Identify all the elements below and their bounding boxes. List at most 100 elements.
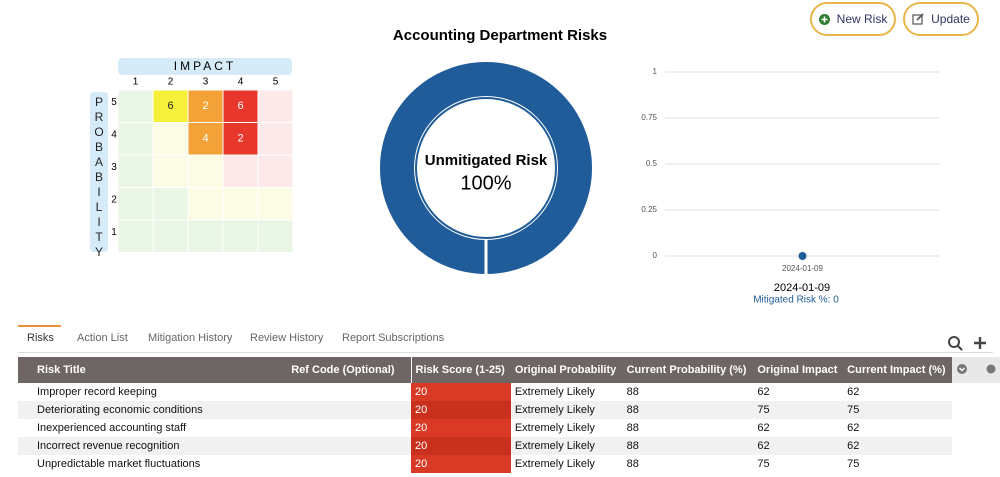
trend-date: 2024-01-09: [774, 282, 830, 294]
heatmap-cell: [223, 188, 258, 220]
update-button[interactable]: Update: [903, 2, 979, 36]
donut-inner-ring: [415, 97, 557, 239]
table-cell: 88: [622, 401, 754, 419]
column-header[interactable]: Risk Title: [18, 357, 288, 383]
table-row: Improper record keeping 20 Extremely Likel…: [18, 383, 1000, 401]
column-header[interactable]: Current Impact (%): [843, 357, 952, 383]
y-tick-label: 0: [653, 251, 658, 260]
heatmap-cell: [258, 90, 293, 122]
heatmap-cell: [118, 155, 153, 187]
heatmap-cell: [153, 155, 188, 187]
risk-score: 20: [411, 401, 511, 419]
probability-level: 4: [111, 129, 117, 140]
trend-caption: Mitigated Risk %: 0: [753, 295, 839, 306]
risk-score: 20: [411, 437, 511, 455]
table-cell: Unpredictable market fluctuations: [37, 458, 201, 470]
donut-value: 100%: [460, 172, 511, 194]
impact-level: 5: [273, 77, 279, 88]
heatmap-cell: [188, 123, 223, 155]
table-cell: [287, 455, 411, 473]
tab[interactable]: Report Subscriptions: [342, 332, 445, 344]
table-row: Deteriorating economic conditions 20 Extre…: [18, 401, 1000, 419]
active-tab-indicator: [18, 325, 61, 327]
heatmap-cell: [188, 220, 223, 252]
heatmap-cell: [188, 188, 223, 220]
table-cell: Incorrect revenue recognition: [18, 437, 288, 455]
table-cell: 62: [843, 437, 952, 455]
table-row: Incorrect revenue recognition 20 Extremely…: [18, 437, 1000, 455]
table-cell: Extremely Likely: [510, 437, 623, 455]
y-tick-label: 0.5: [646, 159, 658, 168]
table-cell: 62: [847, 386, 860, 398]
tools-cell: [951, 437, 1000, 455]
column-header[interactable]: Risk Score (1-25): [410, 357, 511, 383]
probability-level: 2: [111, 194, 117, 205]
table-cell: 88: [626, 422, 639, 434]
heatmap-cell: [223, 90, 258, 122]
table-cell: Improper record keeping: [37, 386, 157, 398]
heatmap-cell: [118, 90, 153, 122]
table-cell: 88: [622, 437, 754, 455]
tools-header: [951, 357, 1000, 383]
tab[interactable]: Action List: [77, 332, 128, 344]
heatmap-cell: [258, 188, 293, 220]
tab[interactable]: Risks: [27, 332, 54, 344]
impact-banner: [118, 58, 292, 75]
column-header[interactable]: Original Probability: [510, 357, 623, 383]
risk-score: 20: [411, 383, 511, 401]
donut-segment: [380, 62, 592, 274]
cell-count: 4: [202, 133, 208, 145]
heatmap-cell: [258, 123, 293, 155]
y-tick-label: 0.25: [641, 205, 657, 214]
heatmap-cell: [188, 155, 223, 187]
table-cell: 75: [847, 458, 860, 470]
donut-track: [380, 62, 592, 274]
add-icon[interactable]: [974, 337, 986, 349]
cell-count: 6: [237, 100, 243, 112]
heatmap-cell: [188, 90, 223, 122]
column-header[interactable]: Original Impact: [753, 357, 844, 383]
cell-count: 2: [202, 100, 208, 112]
table-cell: 62: [847, 422, 860, 434]
probability-label: PROBABILITY: [92, 95, 106, 260]
table-cell: [287, 437, 412, 455]
table-cell: 75: [757, 458, 770, 470]
heatmap-cell: [118, 220, 153, 252]
table-cell: [287, 401, 412, 419]
y-tick-label: 1: [653, 67, 658, 76]
column-header[interactable]: Current Probability (%): [622, 357, 754, 383]
search-icon[interactable]: [948, 336, 963, 351]
table-cell: [287, 419, 411, 437]
impact-level: 2: [168, 77, 174, 88]
tab-divider: [18, 352, 993, 353]
heatmap-cell: [153, 188, 188, 220]
data-point: [798, 252, 807, 260]
table-cell: Extremely Likely: [514, 458, 595, 470]
risk-score: 20: [411, 455, 511, 473]
table-cell: Inexperienced accounting staff: [37, 422, 187, 434]
table-cell: 75: [753, 401, 844, 419]
column-header[interactable]: Ref Code (Optional): [287, 357, 412, 383]
risk-score: 20: [411, 419, 511, 437]
table-cell: Extremely Likely: [510, 401, 623, 419]
impact-level: 4: [238, 77, 244, 88]
edit-icon: [912, 13, 924, 25]
heatmap-cell: [223, 220, 258, 252]
heatmap-cell: [153, 123, 188, 155]
impact-level: 1: [133, 77, 139, 88]
table-cell: 75: [843, 401, 952, 419]
button-label: New Risk: [836, 12, 888, 26]
page-title: Accounting Department Risks: [393, 27, 607, 44]
tools-cell: [951, 383, 1000, 401]
tab[interactable]: Review History: [250, 332, 324, 344]
table-cell: [287, 383, 411, 401]
table-cell: 62: [753, 437, 844, 455]
donut-label: Unmitigated Risk: [425, 152, 548, 169]
tab[interactable]: Mitigation History: [148, 332, 233, 344]
impact-level: 3: [203, 77, 209, 88]
heatmap-cell: [118, 188, 153, 220]
table-cell: 88: [626, 458, 639, 470]
new-risk-button[interactable]: New Risk: [810, 2, 896, 36]
impact-label: IMPACT: [174, 59, 236, 73]
